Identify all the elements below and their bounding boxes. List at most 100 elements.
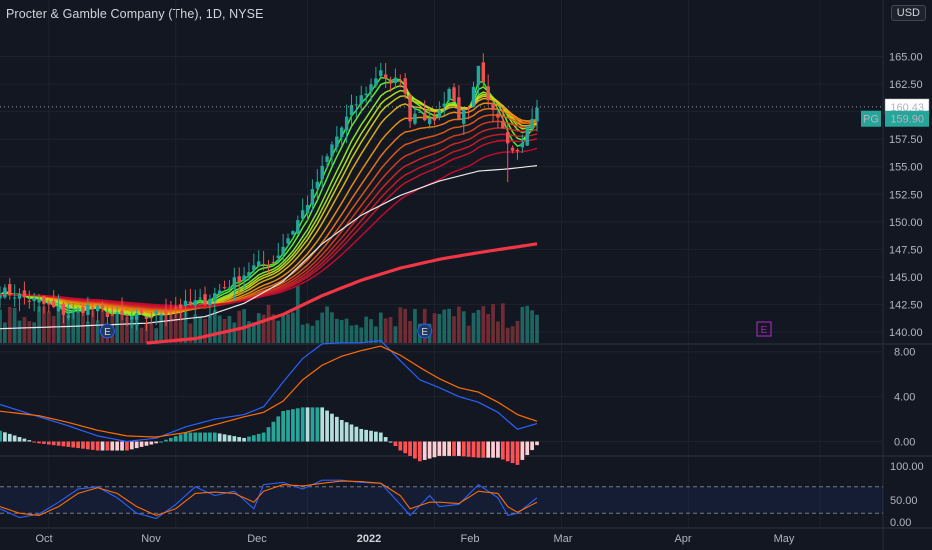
stoch-d-line [0, 480, 538, 516]
sma-slow-line [146, 242, 538, 345]
earnings-marker[interactable]: E [756, 321, 772, 337]
macd-histogram-bar [305, 407, 310, 442]
candle-body [247, 272, 251, 277]
macd-histogram-bar [393, 441, 398, 447]
macd-histogram-bar [403, 441, 408, 454]
volume-bar [17, 320, 22, 343]
candle-body [76, 308, 80, 310]
volume-bar [330, 312, 334, 343]
symbol-price-label: 159.90 [890, 114, 924, 126]
volume-bar [56, 306, 61, 343]
earnings-marker[interactable]: E [99, 323, 115, 339]
candle-body [198, 297, 202, 299]
macd-histogram-bar [208, 432, 212, 442]
macd-histogram-bar [227, 435, 232, 442]
macd-histogram-bar [42, 441, 46, 444]
candle-body [208, 299, 212, 306]
candle-body [320, 165, 324, 180]
candle-body [110, 314, 114, 316]
volume-bar [125, 316, 129, 343]
macd-histogram-bar [364, 429, 368, 442]
candle-body [501, 121, 505, 129]
currency-selector[interactable]: USD [890, 5, 926, 21]
volume-bar [286, 314, 290, 343]
candle-body [22, 290, 27, 298]
volume-bar [120, 307, 124, 343]
price-axis-tick: 142.50 [889, 299, 923, 311]
volume-bar [481, 306, 486, 343]
candle-body [169, 311, 173, 313]
macd-histogram-bar [291, 409, 295, 442]
candle-body [466, 107, 471, 109]
macd-histogram-bar [193, 432, 198, 442]
candle-body [349, 105, 354, 116]
ema-ribbon-line [0, 89, 538, 316]
volume-bar [139, 327, 144, 343]
macd-line [0, 339, 538, 443]
volume-bar [256, 313, 261, 343]
candle-body [8, 284, 12, 296]
candle-body [174, 307, 178, 309]
time-axis-tick: May [774, 533, 795, 545]
macd-axis-tick: 0.00 [894, 437, 915, 449]
candle-body [359, 95, 363, 104]
price-axis-tick: 152.50 [889, 189, 923, 201]
macd-histogram-bar [271, 421, 276, 442]
candle-body [476, 65, 481, 85]
volume-bar [525, 305, 530, 343]
ema-ribbon-line [0, 120, 538, 310]
volume-bar [315, 320, 320, 343]
volume-bar [86, 321, 90, 343]
macd-histogram-bar [7, 433, 12, 442]
macd-histogram-bar [105, 441, 110, 451]
volume-bar [154, 328, 159, 343]
time-axis-tick: Mar [554, 533, 573, 545]
volume-bar [466, 325, 471, 343]
macd-histogram-bar [320, 407, 325, 442]
volume-bar [51, 316, 56, 343]
candle-body [261, 264, 266, 266]
volume-bar [334, 318, 339, 343]
stoch-axis-tick: 50.00 [890, 495, 918, 507]
candle-body [520, 142, 525, 148]
macd-histogram-bar [178, 434, 183, 442]
macd-histogram-bar [466, 441, 471, 457]
volume-bar [320, 312, 325, 343]
price-axis-tick: 155.00 [889, 162, 923, 174]
macd-histogram-bar [198, 432, 203, 442]
candle-body [51, 300, 56, 307]
volume-bar [169, 312, 173, 343]
candle-body [66, 315, 71, 318]
candle-body [486, 86, 490, 101]
candle-body [530, 118, 534, 129]
ema-ribbon-line [0, 76, 538, 318]
candle-body [139, 309, 144, 314]
volume-bar [520, 306, 525, 343]
volume-bar [159, 314, 163, 343]
macd-histogram-bar [330, 413, 334, 442]
volume-bar [276, 320, 281, 343]
earnings-marker[interactable]: E [417, 323, 433, 339]
candle-body [227, 287, 232, 289]
macd-histogram-bar [447, 441, 451, 456]
ema-ribbon-line [0, 114, 538, 311]
macd-histogram-bar [247, 436, 251, 442]
macd-histogram-bar [515, 441, 520, 465]
price-axis-tick: 140.00 [889, 327, 923, 339]
candle-body [388, 80, 393, 84]
candle-body [100, 305, 105, 309]
symbol-price-box [885, 110, 929, 127]
macd-histogram-bar [374, 431, 378, 442]
volume-bar [212, 309, 217, 343]
macd-histogram-bar [100, 441, 105, 451]
macd-histogram-bar [222, 434, 227, 442]
candle-body [154, 311, 158, 315]
volume-bar [388, 317, 393, 343]
volume-bar [471, 312, 476, 343]
candle-body [217, 290, 222, 295]
volume-bar [3, 322, 7, 343]
volume-bar [237, 310, 242, 343]
volume-bar [403, 308, 408, 343]
volume-bar [66, 308, 71, 343]
